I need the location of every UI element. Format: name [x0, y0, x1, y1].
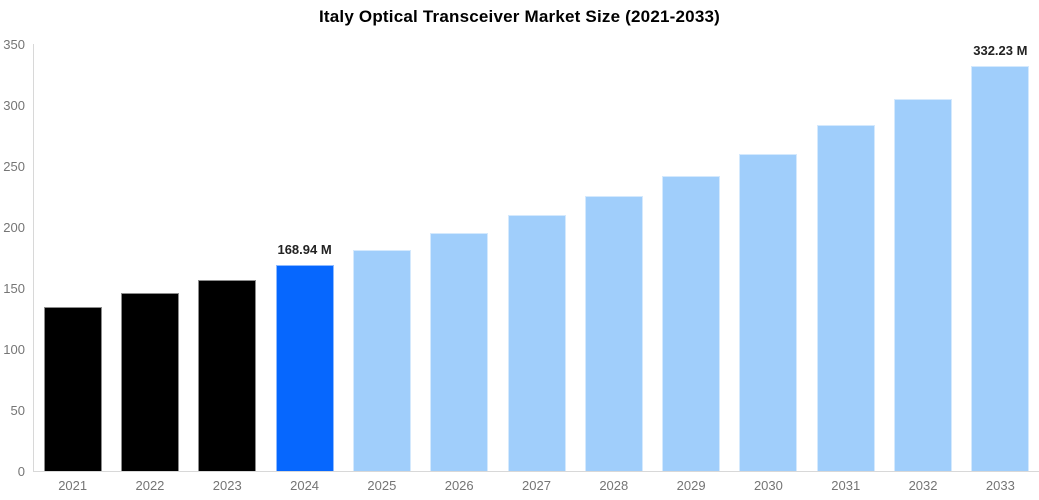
bar-2027	[507, 215, 566, 471]
x-axis-tick-label: 2026	[444, 478, 474, 493]
x-axis-tick-label: 2023	[212, 478, 242, 493]
y-axis-tick-label: 350	[3, 37, 25, 52]
bar-2032	[894, 98, 953, 471]
y-axis-tick-label: 250	[3, 159, 25, 174]
x-axis-tick-label: 2032	[908, 478, 938, 493]
bar-2028	[584, 196, 643, 471]
y-axis-tick-label: 100	[3, 342, 25, 357]
bar-value-label-2033: 332.23 M	[973, 42, 1028, 58]
x-axis-tick-label: 2033	[985, 478, 1015, 493]
bar-2031	[816, 124, 875, 471]
bar-value-label-2024: 168.94 M	[277, 241, 332, 257]
y-axis-tick-label: 50	[10, 403, 25, 418]
bar-2030	[739, 154, 798, 471]
x-axis-tick-label: 2025	[367, 478, 397, 493]
bar-2025	[352, 250, 411, 471]
plot-area: 0 50 100 150 200 250 300 350 2021 2022 2023 2024 168…	[3, 37, 1039, 493]
chart-title: Italy Optical Transceiver Market Size (2…	[318, 7, 720, 26]
x-axis-tick-label: 2021	[58, 478, 88, 493]
bar-2024	[275, 264, 334, 471]
x-axis-tick-label: 2031	[831, 478, 861, 493]
x-axis-tick-label: 2028	[599, 478, 629, 493]
bar-2026	[430, 232, 489, 471]
bar-2029	[662, 175, 721, 471]
x-axis-tick-label: 2022	[135, 478, 165, 493]
bar-2023	[198, 279, 257, 471]
x-axis-tick-label: 2029	[676, 478, 706, 493]
bar-2021	[43, 306, 102, 471]
y-axis-tick-label: 150	[3, 281, 25, 296]
bar-2022	[120, 293, 179, 471]
x-axis-tick-label: 2030	[753, 478, 783, 493]
x-axis-tick-label: 2027	[522, 478, 551, 493]
x-axis-tick-label: 2024	[290, 478, 320, 493]
y-axis-tick-label: 0	[17, 464, 25, 479]
y-axis-tick-label: 200	[3, 220, 25, 235]
y-axis-tick-label: 300	[3, 98, 25, 113]
bar-2033	[971, 65, 1030, 471]
